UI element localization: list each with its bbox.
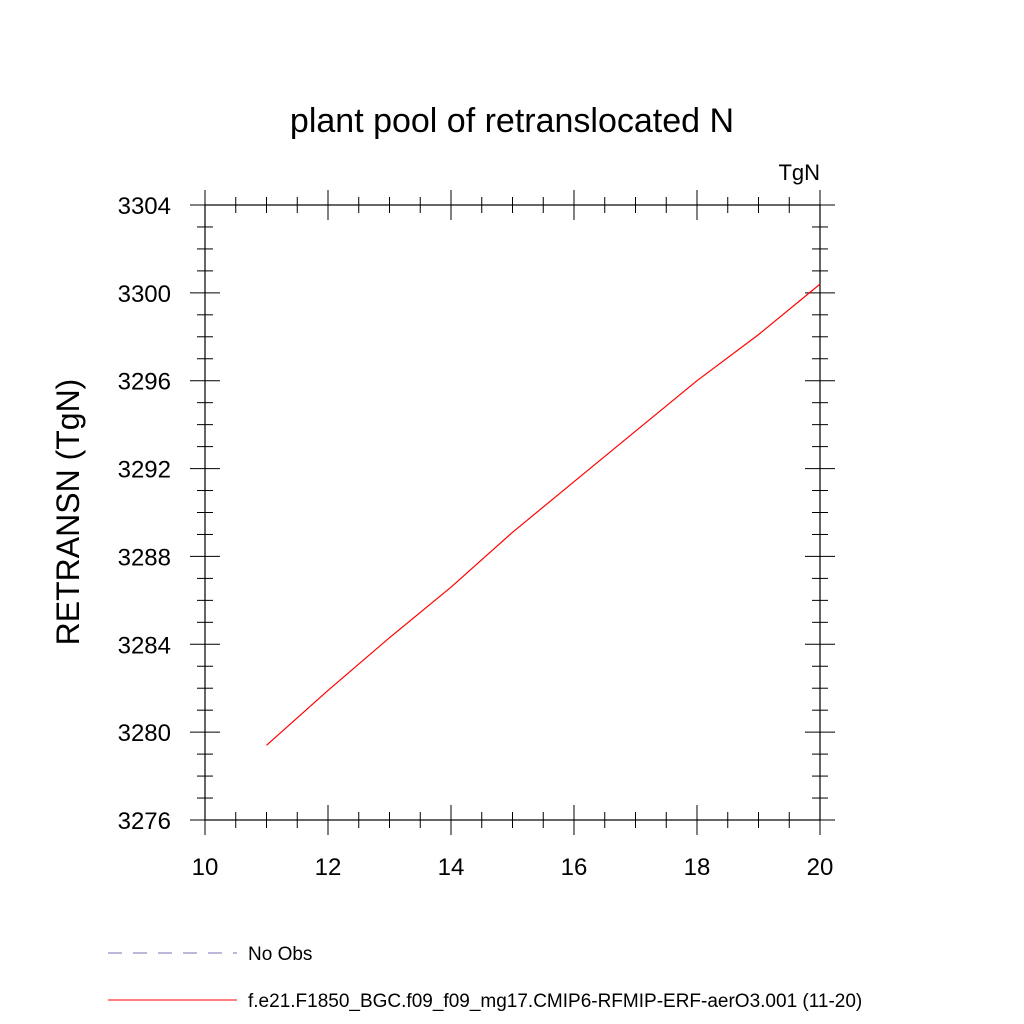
y-tick-label: 3288 — [118, 544, 171, 571]
y-tick-label: 3280 — [118, 720, 171, 747]
y-axis-label: RETRANSN (TgN) — [50, 379, 86, 646]
legend-label-1: f.e21.F1850_BGC.f09_f09_mg17.CMIP6-RFMIP… — [248, 991, 862, 1012]
x-tick-label: 10 — [192, 854, 219, 881]
series-line-1 — [266, 283, 821, 746]
y-tick-label: 3292 — [118, 457, 171, 484]
y-tick-label: 3276 — [118, 808, 171, 835]
axis-ticks — [190, 190, 835, 835]
units-label: TgN — [778, 160, 820, 185]
x-tick-label: 14 — [438, 854, 465, 881]
y-tick-label: 3284 — [118, 632, 171, 659]
chart-title: plant pool of retranslocated N — [290, 102, 734, 140]
x-tick-label: 16 — [561, 854, 588, 881]
plot-frame — [204, 204, 821, 821]
x-tick-label: 20 — [807, 854, 834, 881]
legend: No Obs f.e21.F1850_BGC.f09_f09_mg17.CMIP6… — [108, 944, 862, 1012]
x-tick-label: 12 — [315, 854, 342, 881]
legend-label-0: No Obs — [248, 944, 312, 965]
series-layer — [266, 283, 821, 746]
y-tick-label: 3304 — [118, 193, 171, 220]
y-tick-label: 3296 — [118, 369, 171, 396]
y-tick-label: 3300 — [118, 281, 171, 308]
tick-labels: 10 12 14 16 18 20 3276 3280 3284 3288 3292 3296 3300… — [118, 193, 834, 881]
x-tick-label: 18 — [684, 854, 711, 881]
